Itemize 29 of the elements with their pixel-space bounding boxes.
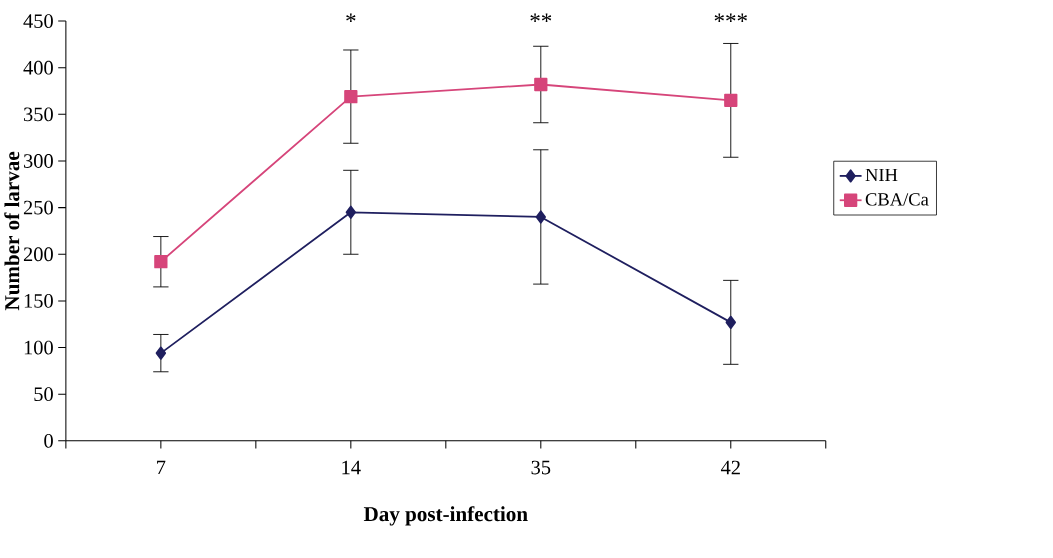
y-tick-label: 450 bbox=[23, 14, 53, 29]
y-tick-label: 150 bbox=[24, 294, 53, 308]
y-tick-label: 350 bbox=[24, 107, 53, 122]
y-axis-title: Number of larvae bbox=[4, 152, 20, 311]
point bbox=[724, 93, 738, 108]
point bbox=[725, 315, 736, 330]
y-tick-label: 100 bbox=[24, 340, 53, 355]
point bbox=[534, 78, 548, 92]
x-tick-label: 35 bbox=[531, 460, 551, 475]
y-tick-label: 250 bbox=[23, 200, 53, 215]
legend-label: CBA/Ca bbox=[865, 193, 929, 206]
y-tick-label: 0 bbox=[44, 434, 53, 448]
legend-label: NIH bbox=[865, 169, 898, 182]
y-tick-label: 200 bbox=[23, 247, 53, 262]
x-tick-label: 14 bbox=[342, 460, 361, 475]
x-tick-label: 42 bbox=[720, 460, 740, 475]
point bbox=[155, 346, 167, 360]
annotation: ** bbox=[530, 13, 552, 23]
annotation: *** bbox=[714, 13, 747, 23]
y-tick-label: 50 bbox=[34, 387, 53, 402]
x-tick-label: 7 bbox=[157, 460, 166, 475]
point bbox=[535, 210, 547, 224]
point bbox=[154, 255, 168, 269]
y-tick-label: 300 bbox=[24, 154, 53, 169]
y-tick-label: 400 bbox=[23, 60, 53, 75]
point bbox=[344, 90, 358, 104]
x-axis-title: Day post-infection bbox=[363, 506, 528, 526]
point bbox=[345, 205, 357, 220]
annotation: * bbox=[346, 13, 356, 23]
